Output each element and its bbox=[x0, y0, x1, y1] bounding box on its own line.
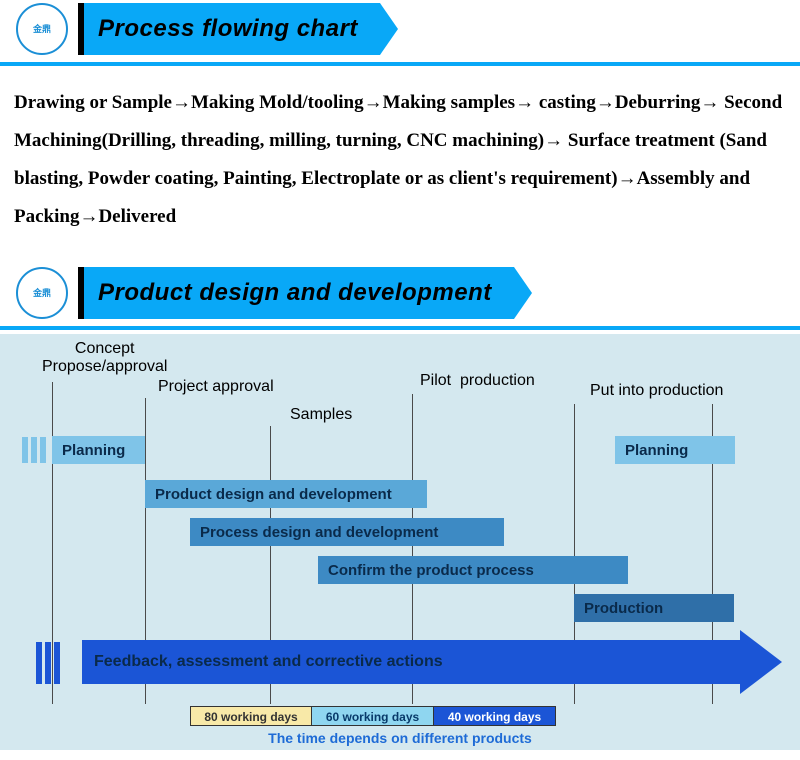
timeline-cell: 40 working days bbox=[434, 706, 556, 726]
logo-icon: 金鼎 bbox=[16, 267, 68, 319]
phase-bar: Planning bbox=[52, 436, 145, 464]
logo-text: 金鼎 bbox=[33, 289, 51, 298]
title-arrow-decor bbox=[514, 267, 532, 319]
logo-icon: 金鼎 bbox=[16, 3, 68, 55]
phase-bar: Process design and development bbox=[190, 518, 504, 546]
process-flow-text: Drawing or Sample→Making Mold/tooling→Ma… bbox=[0, 84, 800, 236]
section-header-2: 金鼎 Product design and development bbox=[0, 264, 800, 322]
feedback-arrow-label: Feedback, assessment and corrective acti… bbox=[82, 640, 740, 684]
phase-bar: Confirm the product process bbox=[318, 556, 628, 584]
phase-bar: Product design and development bbox=[145, 480, 427, 508]
leading-dashes bbox=[36, 642, 60, 684]
chart-footnote: The time depends on different products bbox=[0, 730, 800, 746]
timeline-cell: 60 working days bbox=[312, 706, 434, 726]
section-title-1: Process flowing chart bbox=[84, 3, 380, 55]
title-arrow-decor bbox=[380, 3, 398, 55]
stage-label: Pilot production bbox=[420, 372, 535, 390]
stage-label: Project approval bbox=[158, 378, 274, 396]
gantt-chart: Concept Propose/approval Project approval… bbox=[0, 334, 800, 750]
phase-bar: Production bbox=[574, 594, 734, 622]
timeline-cell: 80 working days bbox=[190, 706, 312, 726]
leading-dashes bbox=[22, 437, 46, 463]
phase-bar: Planning bbox=[615, 436, 735, 464]
section-header-1: 金鼎 Process flowing chart bbox=[0, 0, 800, 58]
underline-2 bbox=[0, 326, 800, 330]
underline-1 bbox=[0, 62, 800, 66]
stage-label: Concept Propose/approval bbox=[42, 340, 167, 376]
feedback-arrow: Feedback, assessment and corrective acti… bbox=[82, 640, 782, 684]
stage-label: Put into production bbox=[590, 382, 723, 400]
title-block-1: Process flowing chart bbox=[78, 3, 398, 55]
title-block-2: Product design and development bbox=[78, 267, 532, 319]
stage-label: Samples bbox=[290, 406, 352, 424]
section-title-2: Product design and development bbox=[84, 267, 514, 319]
arrow-head-icon bbox=[740, 630, 782, 694]
logo-text: 金鼎 bbox=[33, 25, 51, 34]
